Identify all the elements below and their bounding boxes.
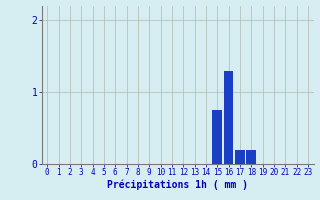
Bar bbox=[246, 150, 256, 164]
Bar bbox=[235, 150, 245, 164]
Bar bbox=[224, 71, 233, 164]
Bar bbox=[212, 110, 222, 164]
X-axis label: Précipitations 1h ( mm ): Précipitations 1h ( mm ) bbox=[107, 180, 248, 190]
